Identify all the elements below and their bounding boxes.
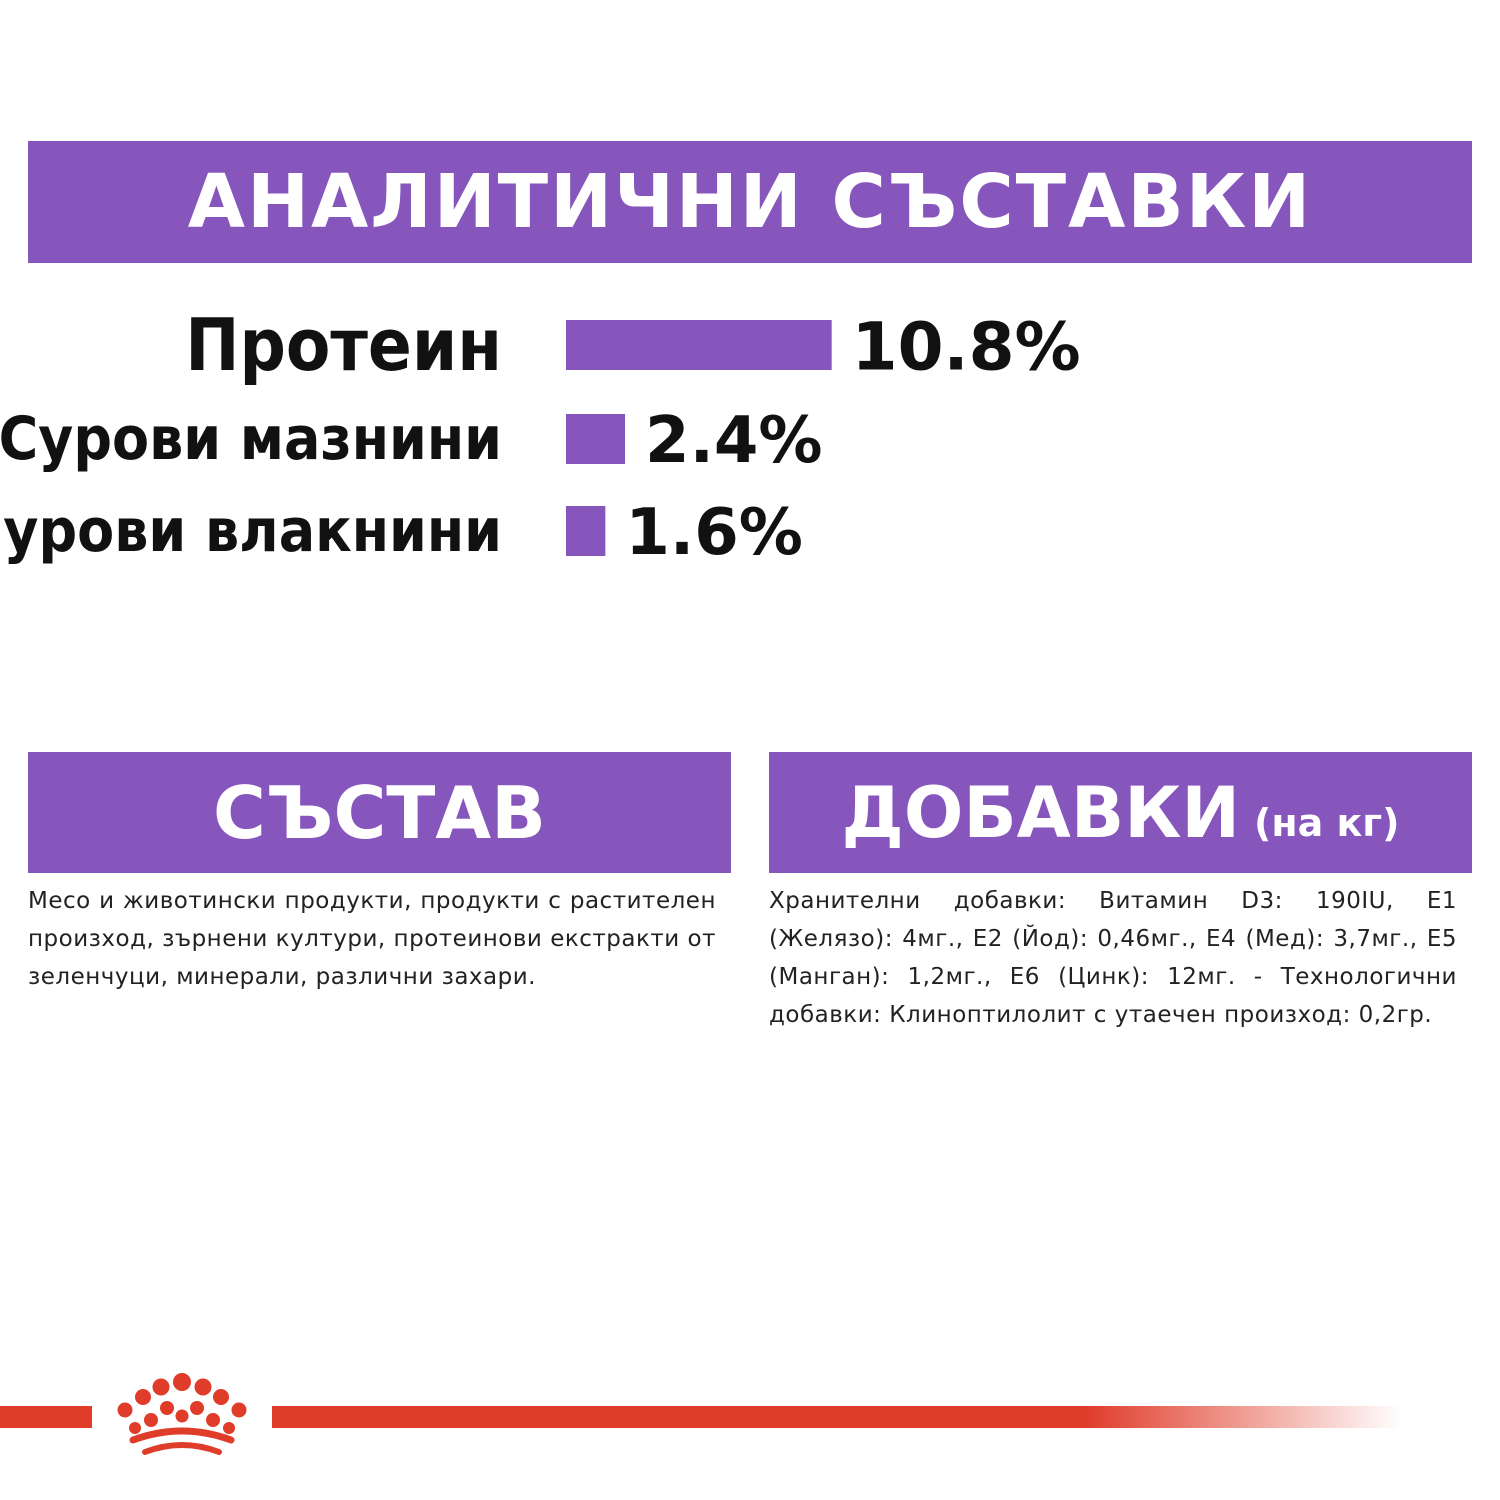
nutrient-bar [566, 506, 606, 556]
composition-title: СЪСТАВ [212, 770, 547, 855]
analytic-constituents-banner: АНАЛИТИЧНИ СЪСТАВКИ [28, 141, 1472, 263]
nutrient-value-label: 2.4% [645, 404, 823, 478]
additives-text: Хранителни добавки: Витамин D3: 190IU, E… [769, 888, 1457, 1028]
analytic-constituents-title: АНАЛИТИЧНИ СЪСТАВКИ [187, 159, 1313, 245]
nutrient-value-label: 1.6% [625, 496, 803, 570]
additives-title: ДОБАВКИ [841, 771, 1241, 854]
additives-subtitle: (на кг) [1254, 800, 1400, 845]
composition-text: Месо и животински продукти, продукти с р… [28, 888, 716, 990]
nutrient-label: Протеин [185, 303, 502, 387]
additives-banner: ДОБАВКИ (на кг) [769, 752, 1472, 873]
footer-line-right [272, 1406, 1402, 1428]
nutrient-value-label: 10.8% [852, 309, 1081, 386]
royal-canin-crown-icon [117, 1373, 247, 1455]
composition-banner: СЪСТАВ [28, 752, 731, 873]
nutrient-label: Сурови мазнини [0, 404, 502, 474]
nutrient-bar [566, 320, 832, 370]
nutrient-bar-chart: Протеин 10.8% Сурови мазнини 2.4% Сурови вла… [0, 303, 1081, 570]
nutrient-bar [566, 414, 626, 464]
footer-line-left [0, 1406, 92, 1428]
nutrient-label: Сурови влакнини [0, 496, 502, 566]
